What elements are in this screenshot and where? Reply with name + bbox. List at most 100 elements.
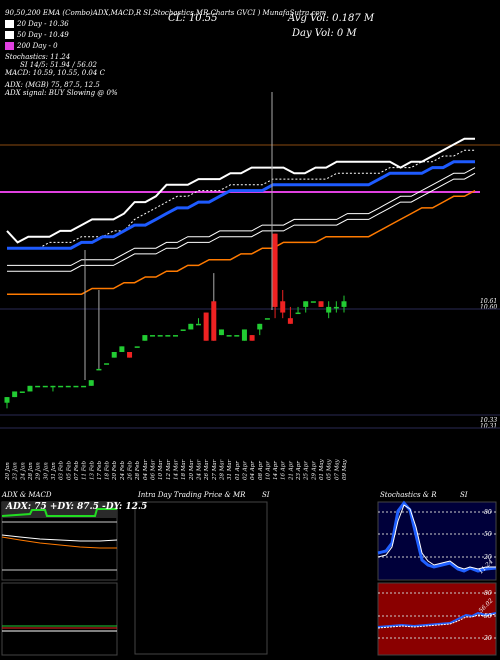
date-tick-label: 16 Apr (281, 461, 287, 480)
candle-body (326, 306, 332, 313)
date-tick-label: 10 Mar (158, 459, 164, 480)
candle-body (19, 391, 25, 393)
candle-body (42, 385, 48, 388)
rsi-signal-line (377, 613, 497, 629)
candle-body (81, 385, 87, 388)
date-tick-label: 28 Mar (219, 459, 225, 481)
date-tick-label: 26 Feb (128, 460, 134, 481)
macd-readout: MACD: 10.59, 10.55, 0.04 C (5, 69, 105, 77)
date-tick-label: 02 Apr (242, 461, 248, 480)
date-tick-label: 29 Apr (311, 461, 317, 481)
date-tick-label: 18 Mar (181, 459, 187, 480)
date-tick-label: 03 Feb (59, 460, 65, 480)
indicator-panels: 80 50 20 11.24 80 50 20 56.02 (1, 500, 497, 656)
candle-body (318, 301, 324, 307)
candle-body (264, 318, 270, 320)
close-price: CL: 10.55 (168, 13, 218, 24)
price-label: 10.33 (480, 417, 498, 424)
date-tick-label: 06 Mar (151, 459, 157, 480)
date-tick-label: 01 May (319, 458, 325, 480)
date-tick-label: 12 Mar (166, 459, 172, 480)
candle-body (165, 335, 171, 337)
date-tick-label: 04 Mar (143, 459, 149, 480)
date-tick-label: 05 Feb (66, 460, 72, 480)
adx-panel-title: ADX & MACD (2, 491, 52, 499)
intraday-panel-frame (134, 501, 268, 655)
candle-body (280, 301, 286, 313)
candle-body (58, 385, 64, 388)
intraday-si-label: SI (262, 491, 270, 499)
date-tick-label: 24 Feb (120, 460, 126, 481)
price-label: 10.60 (480, 304, 498, 311)
chart-header-line: 90,50,200 EMA (Combo)ADX,MACD,R SI,Stoch… (5, 9, 327, 17)
candle-body (226, 335, 232, 337)
rsi-line (377, 611, 497, 628)
candle-body (341, 301, 347, 307)
main-price-chart: 20 Jan 23 Jan 24 Jan 28 Jan 29 Jan 30 Jan 31 J… (0, 92, 500, 481)
date-tick-label: 07 Feb (74, 460, 80, 480)
date-tick-label: 20 Mar (189, 459, 195, 481)
date-tick-label: 13 Feb (89, 460, 95, 480)
candle-body (180, 329, 186, 331)
date-tick-label: 29 Jan (36, 462, 42, 481)
rsi-readout: SI 14/5: 51.94 / 56.02 (20, 61, 97, 69)
band-line-lower (7, 172, 476, 272)
adx-lower-frame (1, 582, 118, 656)
candle-body (257, 323, 263, 330)
date-tick-label: 28 Feb (135, 460, 141, 481)
candle-body (310, 301, 316, 303)
stoch-d-line (377, 504, 496, 570)
ema50-blue-line (7, 160, 475, 250)
date-tick-label: 25 Apr (304, 461, 310, 481)
macd-line (1, 534, 118, 542)
date-tick-label: 24 Mar (196, 459, 202, 481)
candle-body (249, 335, 255, 341)
stoch-tick: 80 (484, 509, 492, 516)
date-tick-label: 24 Jan (20, 462, 26, 481)
candle-body (211, 301, 217, 341)
candle-body (134, 346, 140, 348)
legend-swatch (5, 31, 14, 39)
date-tick-label: 01 Apr (235, 461, 241, 480)
candle-body (150, 335, 156, 337)
date-tick-label: 28 Jan (28, 462, 34, 481)
date-tick-label: 31 Jan (51, 462, 57, 480)
candle-body (195, 323, 201, 326)
date-tick-label: 10 Apr (265, 461, 271, 480)
adx-inner-readout: ADX: 75 +DY: 87.5 -DY: 12.5 (6, 502, 148, 512)
date-tick-label: 11 Feb (82, 460, 88, 480)
date-tick-label: 20 Feb (112, 460, 118, 481)
date-tick-label: 14 Apr (273, 461, 279, 480)
rsi-tick: 50 (484, 613, 492, 620)
date-tick-label: 23 Jan (13, 462, 19, 481)
adx-readout: ADX: (MGB) 75, 87.5, 12.5 (5, 81, 100, 89)
rsi-tick: 80 (484, 590, 492, 597)
date-tick-label: 09 May (342, 458, 348, 480)
candle-body (27, 385, 33, 392)
candle-body (88, 380, 94, 386)
candle-body (111, 352, 117, 358)
stoch-panel-title: Stochastics & R (380, 491, 437, 499)
candle-body (203, 312, 209, 341)
date-tick-label: 08 Apr (258, 461, 264, 480)
ema20-dotted-line (7, 149, 475, 249)
legend-swatch (5, 20, 14, 28)
date-tick-label: 17 Feb (97, 460, 103, 480)
candle-body (333, 306, 339, 309)
candle-body (142, 335, 148, 341)
candle-body (303, 301, 309, 307)
stoch-k-line (377, 500, 497, 573)
candle-body (241, 329, 247, 341)
candle-body (104, 363, 110, 365)
adx-signal: ADX signal: BUY Slowing @ 0% (5, 89, 118, 97)
date-tick-label: 23 Apr (296, 461, 302, 481)
day-volume: Day Vol: 0 M (292, 28, 357, 39)
date-tick-label: 18 Feb (105, 460, 111, 480)
date-tick-label: 30 Jan (43, 462, 49, 480)
stoch-tick: 20 (483, 554, 492, 561)
candle-body (234, 335, 240, 337)
candle-body (173, 335, 178, 337)
macd-signal-line (1, 536, 117, 549)
date-tick-label: 07 May (334, 458, 340, 480)
date-tick-label: 21 Apr (288, 461, 294, 481)
